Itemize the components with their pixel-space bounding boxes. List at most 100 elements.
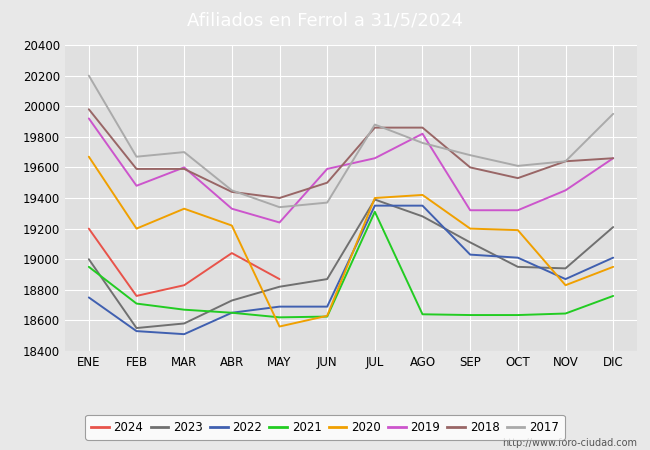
2022 xyxy=(371,203,379,208)
2019 xyxy=(276,220,283,225)
2020 xyxy=(228,223,236,228)
2020 xyxy=(85,154,93,159)
2018 xyxy=(180,166,188,171)
Line: 2019: 2019 xyxy=(89,118,613,222)
2017 xyxy=(323,200,331,205)
2017 xyxy=(180,149,188,155)
2021 xyxy=(466,312,474,318)
2022 xyxy=(419,203,426,208)
2022 xyxy=(85,295,93,300)
2022 xyxy=(514,255,522,261)
2022 xyxy=(133,328,140,334)
2023 xyxy=(419,214,426,219)
2018 xyxy=(466,165,474,170)
2024 xyxy=(85,226,93,231)
2023 xyxy=(85,256,93,262)
Line: 2021: 2021 xyxy=(89,212,613,317)
2019 xyxy=(323,166,331,171)
2023 xyxy=(276,284,283,289)
2017 xyxy=(562,158,569,164)
2019 xyxy=(228,206,236,211)
Legend: 2024, 2023, 2022, 2021, 2020, 2019, 2018, 2017: 2024, 2023, 2022, 2021, 2020, 2019, 2018… xyxy=(85,415,565,440)
Line: 2022: 2022 xyxy=(89,206,613,334)
2021 xyxy=(419,311,426,317)
2019 xyxy=(371,156,379,161)
2021 xyxy=(85,264,93,270)
Line: 2017: 2017 xyxy=(89,76,613,207)
2022 xyxy=(228,310,236,315)
2023 xyxy=(514,264,522,270)
2020 xyxy=(514,227,522,233)
2022 xyxy=(609,255,617,261)
2023 xyxy=(609,225,617,230)
2017 xyxy=(419,140,426,146)
2023 xyxy=(323,276,331,282)
2018 xyxy=(609,156,617,161)
2018 xyxy=(228,189,236,194)
2019 xyxy=(133,183,140,189)
2017 xyxy=(466,153,474,158)
2018 xyxy=(419,125,426,130)
2021 xyxy=(180,307,188,312)
2019 xyxy=(180,165,188,170)
2021 xyxy=(371,209,379,215)
2024 xyxy=(276,276,283,282)
Line: 2018: 2018 xyxy=(89,109,613,198)
2023 xyxy=(562,266,569,271)
2022 xyxy=(323,304,331,309)
2022 xyxy=(562,276,569,282)
2017 xyxy=(514,163,522,169)
2018 xyxy=(276,195,283,201)
2021 xyxy=(323,314,331,319)
Line: 2023: 2023 xyxy=(89,199,613,328)
2021 xyxy=(276,315,283,320)
2019 xyxy=(466,207,474,213)
2024 xyxy=(133,293,140,299)
2020 xyxy=(562,283,569,288)
2024 xyxy=(180,283,188,288)
2017 xyxy=(609,111,617,117)
2020 xyxy=(419,192,426,198)
2020 xyxy=(466,226,474,231)
2018 xyxy=(323,180,331,185)
2023 xyxy=(133,325,140,331)
2018 xyxy=(371,125,379,130)
2021 xyxy=(133,301,140,306)
Text: http://www.foro-ciudad.com: http://www.foro-ciudad.com xyxy=(502,438,637,448)
2017 xyxy=(133,154,140,159)
2021 xyxy=(562,311,569,316)
2018 xyxy=(514,176,522,181)
2018 xyxy=(562,158,569,164)
2019 xyxy=(562,188,569,193)
2021 xyxy=(514,312,522,318)
2019 xyxy=(85,116,93,121)
Line: 2024: 2024 xyxy=(89,229,280,296)
2023 xyxy=(180,321,188,326)
2024 xyxy=(228,250,236,256)
2021 xyxy=(609,293,617,299)
2023 xyxy=(228,298,236,303)
Line: 2020: 2020 xyxy=(89,157,613,327)
2020 xyxy=(180,206,188,211)
2020 xyxy=(133,226,140,231)
2020 xyxy=(609,264,617,270)
2022 xyxy=(276,304,283,309)
2017 xyxy=(371,122,379,127)
2018 xyxy=(85,107,93,112)
Text: Afiliados en Ferrol a 31/5/2024: Afiliados en Ferrol a 31/5/2024 xyxy=(187,11,463,29)
2019 xyxy=(419,131,426,136)
2022 xyxy=(180,332,188,337)
2017 xyxy=(228,188,236,193)
2020 xyxy=(276,324,283,329)
2017 xyxy=(276,204,283,210)
2018 xyxy=(133,166,140,171)
2019 xyxy=(609,156,617,161)
2020 xyxy=(323,313,331,319)
2017 xyxy=(85,73,93,78)
2023 xyxy=(371,197,379,202)
2021 xyxy=(228,310,236,315)
2023 xyxy=(466,240,474,245)
2019 xyxy=(514,207,522,213)
2022 xyxy=(466,252,474,257)
2020 xyxy=(371,195,379,201)
